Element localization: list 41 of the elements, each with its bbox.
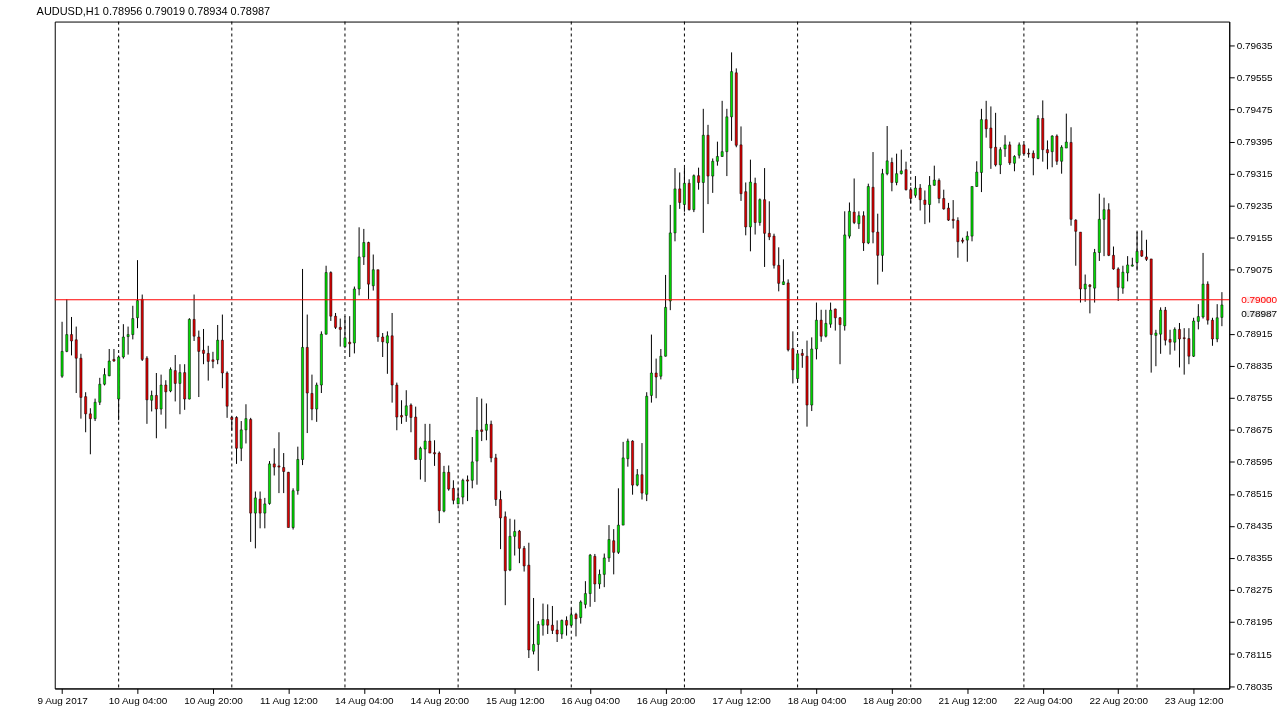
x-tick-label: 21 Aug 12:00 — [938, 694, 998, 706]
candlestick — [338, 318, 342, 348]
y-tick-label: 0.78035 — [1236, 680, 1274, 692]
x-tick-label: 18 Aug 04:00 — [787, 694, 847, 706]
y-tick-label: 0.78675 — [1236, 424, 1274, 436]
y-tick-label: 0.78915 — [1236, 328, 1274, 340]
y-tick-label: 0.78595 — [1236, 456, 1274, 468]
x-tick-label: 11 Aug 12:00 — [259, 694, 319, 706]
y-tick-label: 0.79395 — [1236, 136, 1274, 148]
x-tick-label: 16 Aug 20:00 — [636, 694, 696, 706]
y-tick-label: 0.78355 — [1236, 552, 1274, 564]
x-tick-label: 9 Aug 2017 — [37, 694, 89, 706]
y-tick-label: 0.78435 — [1236, 520, 1274, 532]
x-tick-label: 10 Aug 04:00 — [108, 694, 168, 706]
x-tick-label: 22 Aug 04:00 — [1013, 694, 1074, 706]
candlestick — [800, 348, 804, 369]
x-tick-label: 14 Aug 04:00 — [335, 694, 395, 706]
chart-title: AUDUSD,H1 0.78956 0.79019 0.78934 0.78987 — [36, 5, 271, 18]
y-tick-label: 0.78275 — [1236, 584, 1274, 596]
y-tick-label: 0.79475 — [1236, 104, 1274, 116]
y-tick-label: 0.78835 — [1236, 360, 1274, 372]
ref-line-label: 0.79000 — [1241, 293, 1278, 305]
y-tick-label: 0.79075 — [1236, 264, 1274, 276]
y-tick-label: 0.78755 — [1236, 392, 1274, 404]
y-tick-label: 0.79235 — [1236, 200, 1274, 212]
y-tick-label: 0.79555 — [1236, 72, 1274, 84]
x-tick-label: 23 Aug 12:00 — [1164, 694, 1224, 706]
y-tick-label: 0.79155 — [1236, 232, 1274, 244]
x-tick-label: 17 Aug 12:00 — [712, 694, 772, 706]
y-tick-label: 0.78515 — [1236, 488, 1274, 500]
y-tick-label: 0.78115 — [1236, 648, 1273, 660]
x-tick-label: 22 Aug 20:00 — [1089, 694, 1149, 706]
y-tick-label: 0.79635 — [1236, 40, 1274, 52]
x-tick-label: 16 Aug 04:00 — [561, 694, 621, 706]
text: 0.78987 — [1241, 307, 1278, 319]
y-tick-label: 0.78195 — [1236, 616, 1274, 628]
x-tick-label: 18 Aug 20:00 — [863, 694, 923, 706]
x-tick-label: 14 Aug 20:00 — [410, 694, 470, 706]
y-tick-label: 0.79315 — [1236, 168, 1274, 180]
x-tick-label: 15 Aug 12:00 — [485, 694, 545, 706]
x-tick-label: 10 Aug 20:00 — [184, 694, 244, 706]
